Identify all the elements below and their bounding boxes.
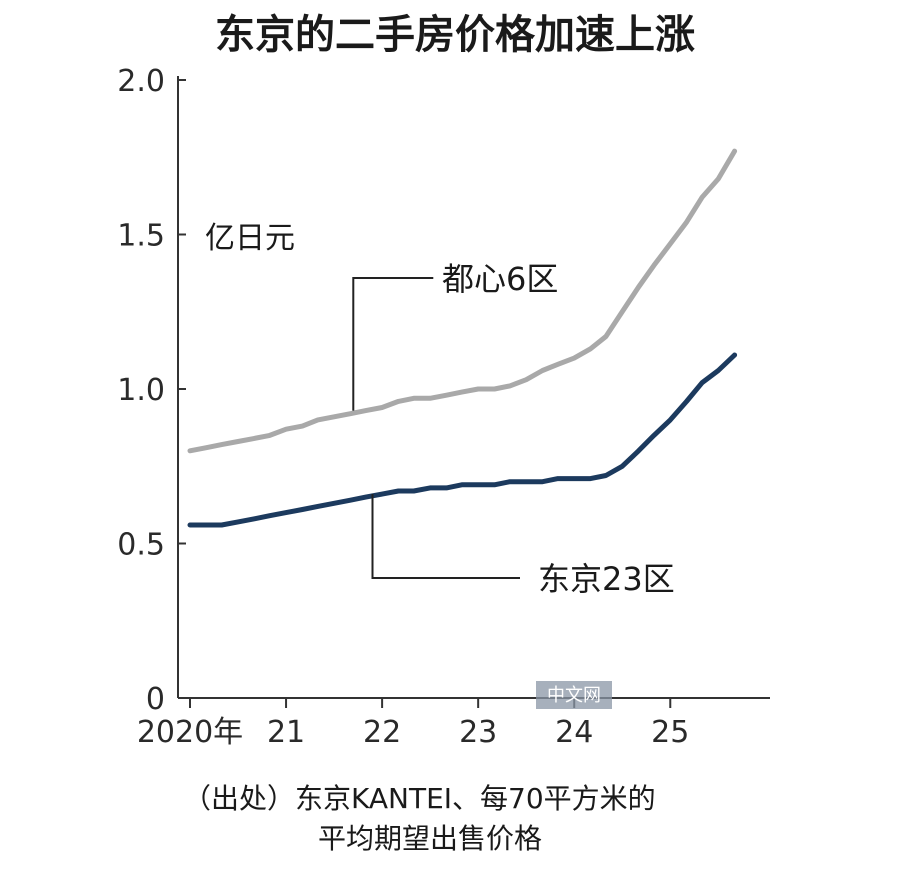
y-tick-label: 0 bbox=[146, 682, 165, 717]
x-tick-label: 25 bbox=[651, 715, 689, 750]
series-lines bbox=[187, 148, 738, 528]
x-tick-label: 2020年 bbox=[137, 715, 243, 750]
y-tick-label: 0.5 bbox=[117, 528, 165, 563]
watermark-text: 中文网 bbox=[547, 685, 601, 706]
tick-labels: 0 0.5 1.0 1.5 2.0 2020年 21 22 23 24 25 bbox=[117, 64, 689, 750]
y-tick-label: 2.0 bbox=[117, 64, 165, 99]
chart-title: 东京的二手房价格加速上涨 bbox=[215, 12, 695, 58]
x-tick-label: 23 bbox=[459, 715, 497, 750]
annotation-label-tokyo23: 东京23区 bbox=[538, 560, 675, 598]
source-line-1: （出处）东京KANTEI、每70平方米的 bbox=[183, 782, 656, 815]
y-tick-label: 1.5 bbox=[117, 219, 165, 254]
source-line-2: 平均期望出售价格 bbox=[318, 822, 542, 855]
axes bbox=[177, 76, 770, 699]
watermark: 中文网 bbox=[536, 681, 612, 709]
x-tick-label: 22 bbox=[363, 715, 401, 750]
x-tick-label: 24 bbox=[555, 715, 593, 750]
y-tick-label: 1.0 bbox=[117, 373, 165, 408]
annotation-leader-toshin6 bbox=[352, 277, 434, 411]
series-line-1 bbox=[187, 148, 738, 454]
annotation-leader-tokyo23 bbox=[371, 494, 520, 579]
watermark-badge bbox=[536, 681, 612, 709]
x-tick-label: 21 bbox=[267, 715, 305, 750]
annotation-label-toshin6: 都心6区 bbox=[442, 260, 558, 298]
series-line-2 bbox=[187, 352, 738, 528]
unit-label: 亿日元 bbox=[205, 221, 295, 256]
